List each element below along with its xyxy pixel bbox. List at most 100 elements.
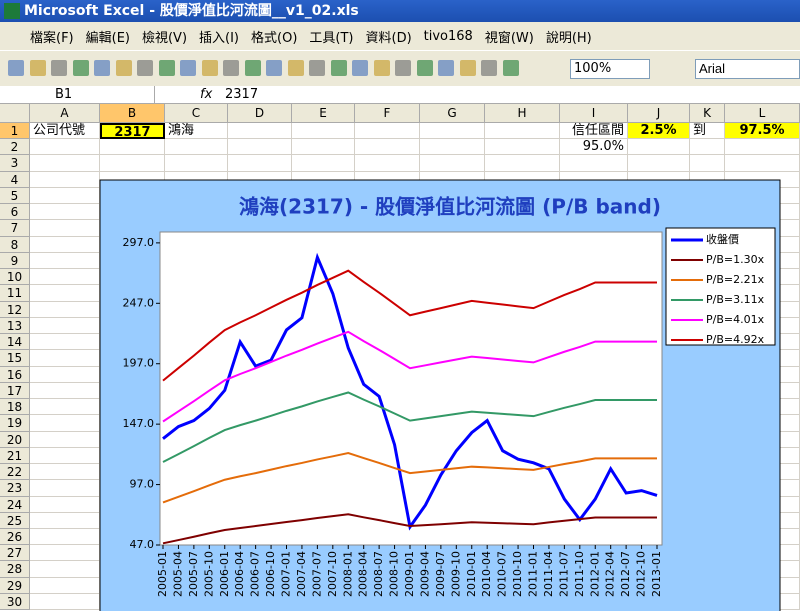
cell[interactable] [292, 139, 355, 156]
row-header: 8 [0, 236, 30, 253]
toolbar-button[interactable] [352, 60, 368, 76]
menu-item[interactable]: 插入(I) [199, 30, 240, 46]
toolbar-button[interactable] [223, 60, 239, 76]
column-header: F [355, 104, 420, 123]
row-header: 12 [0, 301, 30, 318]
cell[interactable] [228, 123, 292, 140]
cell[interactable] [690, 155, 725, 172]
row-header: 3 [0, 155, 30, 172]
toolbar-button[interactable] [481, 60, 497, 76]
font-box[interactable]: Arial [695, 59, 800, 79]
cell[interactable] [355, 139, 420, 156]
cell[interactable]: 公司代號 [30, 123, 100, 140]
legend-label: 收盤價 [706, 232, 739, 246]
cell[interactable] [355, 123, 420, 140]
x-tick-label: 2005-07 [187, 551, 200, 597]
cell[interactable] [485, 139, 560, 156]
toolbar-button[interactable] [201, 60, 218, 76]
cell[interactable]: 鴻海 [165, 123, 228, 140]
toolbar-button[interactable] [244, 60, 261, 76]
row-header: 30 [0, 593, 30, 611]
cell[interactable] [292, 123, 355, 140]
cell[interactable] [100, 155, 165, 172]
toolbar-button[interactable] [502, 60, 519, 76]
column-header: J [628, 104, 690, 123]
column-header: E [292, 104, 355, 123]
toolbar-button[interactable] [137, 60, 153, 76]
menu-item[interactable]: 檢視(V) [141, 30, 188, 46]
toolbar-button[interactable] [287, 60, 304, 76]
toolbar-button[interactable] [51, 60, 67, 76]
x-tick-label: 2009-01 [403, 551, 416, 597]
toolbar-button[interactable] [115, 60, 132, 76]
cell[interactable] [228, 155, 292, 172]
cell[interactable] [100, 139, 165, 156]
toolbar-button[interactable] [29, 60, 46, 76]
cell[interactable] [165, 155, 228, 172]
cell[interactable] [165, 139, 228, 156]
toolbar-button[interactable] [309, 60, 325, 76]
cell[interactable]: 2.5% [628, 123, 690, 140]
cell[interactable] [485, 155, 560, 172]
toolbar-button[interactable] [416, 60, 433, 76]
cell[interactable] [420, 139, 485, 156]
x-tick-label: 2007-01 [280, 551, 293, 597]
cell[interactable]: 2317 [100, 123, 165, 140]
row-header: 25 [0, 512, 30, 529]
toolbar-button[interactable] [266, 60, 282, 76]
toolbar-button[interactable] [180, 60, 196, 76]
menu-item[interactable]: tivo168 [423, 28, 473, 44]
row-header: 18 [0, 399, 30, 416]
cell[interactable] [560, 155, 628, 172]
cell[interactable]: 97.5% [725, 123, 800, 140]
toolbar-button[interactable] [459, 60, 476, 76]
toolbar-button[interactable] [438, 60, 454, 76]
legend-label: P/B=1.30x [706, 253, 765, 266]
cell[interactable] [628, 139, 690, 156]
menu-item[interactable]: 視窗(W) [484, 30, 534, 46]
formula-bar: B1 fx 2317 [0, 86, 800, 104]
cell[interactable] [30, 155, 100, 172]
menu-item[interactable]: 資料(D) [365, 30, 412, 46]
toolbar-button[interactable] [8, 60, 24, 76]
row-header: 10 [0, 269, 30, 286]
cell[interactable]: 信任區間 [560, 123, 628, 140]
cell[interactable] [690, 139, 725, 156]
plot-area [159, 231, 663, 546]
cell[interactable] [292, 155, 355, 172]
toolbar-button[interactable] [395, 60, 411, 76]
cell[interactable] [628, 155, 690, 172]
row-header: 28 [0, 561, 30, 578]
name-box[interactable]: B1 [0, 86, 155, 103]
toolbar-button[interactable] [94, 60, 110, 76]
x-tick-label: 2011-04 [542, 551, 555, 597]
cell[interactable]: 95.0% [560, 139, 628, 156]
row-header: 20 [0, 431, 30, 448]
cell[interactable] [30, 139, 100, 156]
row-header: 17 [0, 382, 30, 400]
cell[interactable] [355, 155, 420, 172]
menu-item[interactable]: 格式(O) [251, 30, 298, 46]
zoom-box[interactable]: 100% [570, 59, 650, 79]
toolbar-button[interactable] [72, 60, 89, 76]
x-tick-label: 2005-10 [202, 551, 215, 597]
x-tick-label: 2010-04 [480, 551, 493, 597]
cell[interactable] [485, 123, 560, 140]
legend-label: P/B=3.11x [706, 293, 765, 306]
menu-item[interactable]: 檔案(F) [30, 30, 74, 46]
cell[interactable] [420, 123, 485, 140]
x-tick-label: 2008-04 [357, 551, 370, 597]
menu-item[interactable]: 編輯(E) [85, 30, 130, 46]
toolbar-button[interactable] [330, 60, 347, 76]
toolbar-button[interactable] [158, 60, 175, 76]
x-tick-label: 2007-04 [295, 551, 308, 597]
x-tick-label: 2009-04 [418, 551, 431, 597]
column-header: I [560, 104, 628, 123]
cell[interactable]: 到 [690, 123, 725, 140]
menu-item[interactable]: 說明(H) [545, 30, 592, 46]
menu-item[interactable]: 工具(T) [309, 30, 354, 46]
cell[interactable] [228, 139, 292, 156]
toolbar-button[interactable] [373, 60, 390, 76]
x-tick-label: 2008-01 [341, 551, 354, 597]
cell[interactable] [420, 155, 485, 172]
